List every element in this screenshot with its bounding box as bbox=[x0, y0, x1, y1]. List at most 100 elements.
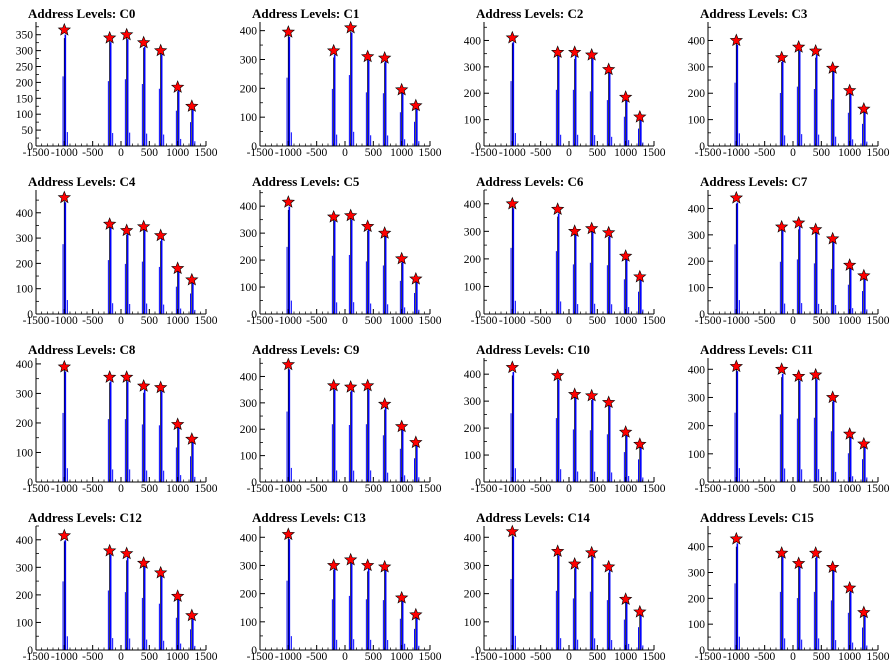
x-tick-label: -500 bbox=[754, 483, 775, 495]
peak-marker bbox=[394, 590, 409, 604]
peak-marker bbox=[343, 380, 358, 393]
x-tick-label: -1000 bbox=[51, 651, 78, 663]
peak-marker bbox=[857, 436, 871, 450]
y-tick-label: 300 bbox=[240, 560, 258, 572]
x-tick-label: -1000 bbox=[499, 483, 526, 495]
y-tick-label: 200 bbox=[464, 423, 482, 435]
x-tick-label: 1500 bbox=[643, 315, 666, 327]
histogram-plot: 0 100 200 300 400 -1500 -1000 -500 0 500 1000 1500 bbox=[688, 190, 890, 327]
x-tick-label: 0 bbox=[118, 147, 124, 159]
y-tick-label: 200 bbox=[464, 589, 482, 601]
panel-title: Address Levels: C14 bbox=[476, 510, 590, 525]
y-tick-label: 400 bbox=[16, 208, 34, 220]
x-tick-label: -500 bbox=[82, 315, 103, 327]
y-tick-label: 100 bbox=[688, 115, 706, 127]
x-tick-label: 0 bbox=[790, 315, 796, 327]
x-tick-label: 1500 bbox=[643, 483, 666, 495]
histogram-panel: 0 100 200 300 400 -1500 -1000 -500 0 500 1000 1500 A… bbox=[448, 0, 672, 168]
x-tick-label: -500 bbox=[306, 651, 327, 663]
peak-marker bbox=[808, 44, 823, 57]
y-tick-label: 300 bbox=[464, 396, 482, 408]
histogram-plot: 0 100 200 300 400 -1500 -1000 -500 0 500 1000 1500 bbox=[240, 20, 442, 159]
peak-marker bbox=[791, 556, 806, 570]
peak-marker bbox=[394, 419, 409, 433]
histogram-panel: 0 100 200 300 400 -1500 -1000 -500 0 500 1000 1500 A… bbox=[448, 336, 672, 504]
histogram-plot: 0 50 100 150 200 250 300 350 -1500 -1000 -500 0 500 1… bbox=[16, 22, 218, 159]
peak-marker bbox=[326, 209, 341, 223]
y-tick-label: 200 bbox=[16, 590, 34, 602]
y-tick-label: 0 bbox=[251, 477, 257, 489]
x-tick-label: 500 bbox=[589, 483, 607, 495]
y-tick-label: 0 bbox=[475, 141, 481, 153]
peak-marker bbox=[394, 82, 409, 96]
peak-marker bbox=[584, 545, 599, 559]
y-tick-label: 300 bbox=[464, 62, 482, 74]
peak-marker bbox=[409, 607, 423, 621]
x-tick-label: 500 bbox=[813, 651, 831, 663]
peak-marker bbox=[136, 35, 151, 49]
histogram-panel: 0 100 200 300 400 -1500 -1000 -500 0 500 1000 1500 A… bbox=[672, 0, 896, 168]
x-tick-label: -1500 bbox=[695, 651, 722, 663]
y-tick-label: 0 bbox=[27, 645, 33, 657]
y-tick-label: 300 bbox=[16, 562, 34, 574]
panel-title: Address Levels: C0 bbox=[28, 6, 136, 21]
histogram-plot: 0 100 200 300 400 -1500 -1000 -500 0 500 1000 1500 bbox=[688, 22, 890, 159]
histogram-panel: 0 100 200 300 400 -1500 -1000 -500 0 500 1000 1500 A… bbox=[0, 504, 224, 672]
peak-marker bbox=[550, 368, 565, 382]
y-tick-label: 300 bbox=[688, 230, 706, 242]
x-tick-label: 1000 bbox=[614, 315, 637, 327]
y-tick-label: 300 bbox=[240, 228, 258, 240]
histogram-panel: 0 100 200 300 400 -1500 -1000 -500 0 500 1000 1500 A… bbox=[0, 168, 224, 336]
x-tick-label: 0 bbox=[342, 147, 348, 159]
histogram-panel: 0 100 200 300 400 -1500 -1000 -500 0 500 1000 1500 A… bbox=[672, 504, 896, 672]
x-tick-label: 500 bbox=[141, 651, 159, 663]
x-tick-label: -1500 bbox=[247, 315, 274, 327]
peak-marker bbox=[394, 251, 409, 265]
histogram-panel: 0 100 200 300 400 -1500 -1000 -500 0 500 1000 1500 A… bbox=[672, 336, 896, 504]
peak-marker bbox=[567, 45, 582, 59]
x-tick-label: 1000 bbox=[390, 315, 413, 327]
x-tick-label: -1000 bbox=[51, 147, 78, 159]
histogram-plot: 0 100 200 300 400 -1500 -1000 -500 0 500 1000 1500 bbox=[240, 526, 442, 663]
x-tick-label: 1500 bbox=[643, 147, 666, 159]
y-tick-label: 100 bbox=[240, 617, 258, 629]
y-tick-label: 200 bbox=[464, 88, 482, 100]
panel-title: Address Levels: C9 bbox=[252, 342, 360, 357]
y-tick-label: 0 bbox=[251, 309, 257, 321]
peak-marker bbox=[618, 249, 633, 262]
x-tick-label: 1500 bbox=[867, 315, 890, 327]
y-tick-label: 200 bbox=[464, 254, 482, 266]
x-tick-label: 0 bbox=[790, 147, 796, 159]
y-tick-label: 300 bbox=[688, 568, 706, 580]
x-tick-label: 1500 bbox=[195, 147, 218, 159]
peak-marker bbox=[153, 565, 168, 579]
peak-marker bbox=[842, 580, 857, 594]
y-tick-label: 100 bbox=[688, 283, 706, 295]
peak-marker bbox=[281, 25, 296, 38]
x-tick-label: 1000 bbox=[838, 651, 861, 663]
panel-title: Address Levels: C11 bbox=[700, 342, 814, 357]
peak-marker bbox=[601, 225, 616, 239]
x-tick-label: 500 bbox=[365, 483, 383, 495]
peak-marker bbox=[808, 546, 823, 559]
peak-marker bbox=[825, 390, 840, 404]
x-tick-label: -1000 bbox=[723, 315, 750, 327]
panel-title: Address Levels: C2 bbox=[476, 6, 584, 21]
y-tick-label: 400 bbox=[16, 535, 34, 547]
panel-title: Address Levels: C7 bbox=[700, 174, 808, 189]
peak-marker bbox=[618, 425, 633, 438]
x-tick-label: 1000 bbox=[614, 483, 637, 495]
x-tick-label: -1000 bbox=[723, 651, 750, 663]
y-tick-label: 200 bbox=[688, 421, 706, 433]
y-tick-label: 100 bbox=[16, 447, 34, 459]
y-tick-label: 400 bbox=[464, 199, 482, 211]
x-tick-label: 0 bbox=[566, 315, 572, 327]
y-tick-label: 100 bbox=[240, 112, 258, 124]
peak-marker bbox=[791, 215, 806, 229]
peak-marker bbox=[377, 397, 392, 410]
peak-marker bbox=[102, 370, 117, 383]
x-tick-label: 1500 bbox=[195, 315, 218, 327]
x-tick-label: 500 bbox=[813, 483, 831, 495]
peak-marker bbox=[326, 43, 341, 57]
y-tick-label: 100 bbox=[16, 284, 34, 296]
